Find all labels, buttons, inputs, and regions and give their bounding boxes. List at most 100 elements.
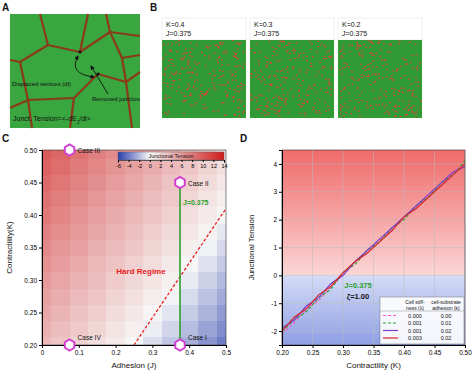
speckle (359, 45, 361, 46)
speckle (169, 50, 171, 51)
speckle (357, 80, 359, 81)
case-marker (175, 177, 185, 188)
tick-label: 0.30 (24, 277, 37, 284)
speckle (216, 45, 218, 46)
speckle (218, 57, 220, 58)
tick-label: 0.40 (24, 212, 37, 219)
speckle (214, 45, 216, 46)
speckle (290, 59, 292, 60)
tick-mark (189, 345, 190, 348)
tick-mark (39, 150, 42, 151)
legend-divider (380, 311, 464, 312)
heatmap-cell (51, 223, 70, 240)
speckle (175, 42, 177, 43)
heatmap-cell (125, 191, 144, 208)
tick-label: 6 (181, 163, 184, 169)
speckle (356, 45, 358, 46)
speckle (238, 43, 240, 44)
speckle (324, 67, 326, 68)
speckle (270, 62, 272, 63)
case-label: Case I (188, 334, 207, 341)
speckle (279, 41, 281, 42)
regime-label: Hard Regime (116, 267, 166, 276)
tick-label: 3 (273, 188, 277, 195)
axis-title: Contractility(K) (5, 221, 14, 274)
speckle (368, 74, 370, 75)
speckle (378, 73, 380, 74)
grid (282, 150, 465, 345)
speckle (348, 93, 350, 94)
speckle (352, 84, 354, 85)
speckle (185, 100, 187, 101)
speckle (185, 68, 187, 69)
speckle (361, 77, 363, 78)
tick-label: 0 (273, 272, 277, 279)
heatmap-cell (217, 191, 226, 208)
speckle (406, 114, 408, 115)
speckle (196, 64, 198, 65)
speckle (385, 96, 387, 97)
speckle (163, 44, 165, 45)
speckle (217, 62, 219, 63)
speckle (172, 80, 174, 81)
heatmap-cell (162, 191, 181, 208)
speckle (361, 100, 363, 101)
speckle (403, 88, 405, 89)
speckle (286, 66, 288, 67)
speckle (398, 43, 400, 44)
tick-label: -2 (137, 163, 142, 169)
speckle (166, 114, 168, 115)
speckle (237, 107, 239, 108)
speckle (372, 73, 374, 74)
speckle (271, 83, 273, 84)
speckle (188, 61, 190, 62)
speckle (296, 43, 298, 44)
tick-mark (279, 303, 282, 304)
speckle (238, 91, 240, 92)
speckle (261, 81, 263, 82)
colorbar (118, 152, 224, 160)
speckle (340, 55, 342, 56)
speckle (179, 44, 181, 45)
speckle (173, 74, 175, 75)
tick-label: 0.2 (112, 349, 121, 356)
heatmap-cell (42, 239, 52, 256)
speckle (279, 60, 281, 61)
snapshot-background (162, 40, 246, 118)
speckle (172, 87, 174, 88)
speckle (298, 91, 300, 92)
speckle (397, 69, 399, 70)
panel-letter: C (2, 133, 9, 144)
speckle (325, 47, 327, 48)
tick: 0.2 (112, 345, 121, 356)
speckle (412, 93, 414, 94)
speckle (221, 44, 223, 45)
speckle (293, 78, 295, 79)
speckle (396, 70, 398, 71)
speckle (344, 103, 346, 104)
panel-d: 0.200.250.300.350.400.450.50-2-101234Con… (247, 150, 472, 370)
speckle (197, 80, 199, 81)
speckle (325, 92, 327, 93)
speckle (190, 93, 192, 94)
speckle (311, 88, 313, 89)
speckle (314, 85, 316, 86)
speckle (243, 84, 245, 85)
speckle (342, 57, 344, 58)
speckle (302, 103, 304, 104)
panel-c: 00.10.20.30.40.50.200.250.300.350.400.45… (5, 142, 236, 370)
y-axis: -2-101234 (271, 151, 282, 346)
speckle (398, 106, 400, 107)
speckle (370, 105, 372, 106)
tick: 0.30 (337, 345, 350, 356)
heatmap-cell (88, 288, 107, 305)
speckle (391, 88, 393, 89)
legend-cell: 0.02 (441, 335, 452, 341)
speckle (169, 77, 171, 78)
label-box (250, 18, 334, 40)
speckle (186, 52, 188, 53)
heatmap-cell (106, 288, 125, 305)
speckle (167, 103, 169, 104)
speckle (230, 71, 232, 72)
panel-letter: B (150, 2, 157, 13)
